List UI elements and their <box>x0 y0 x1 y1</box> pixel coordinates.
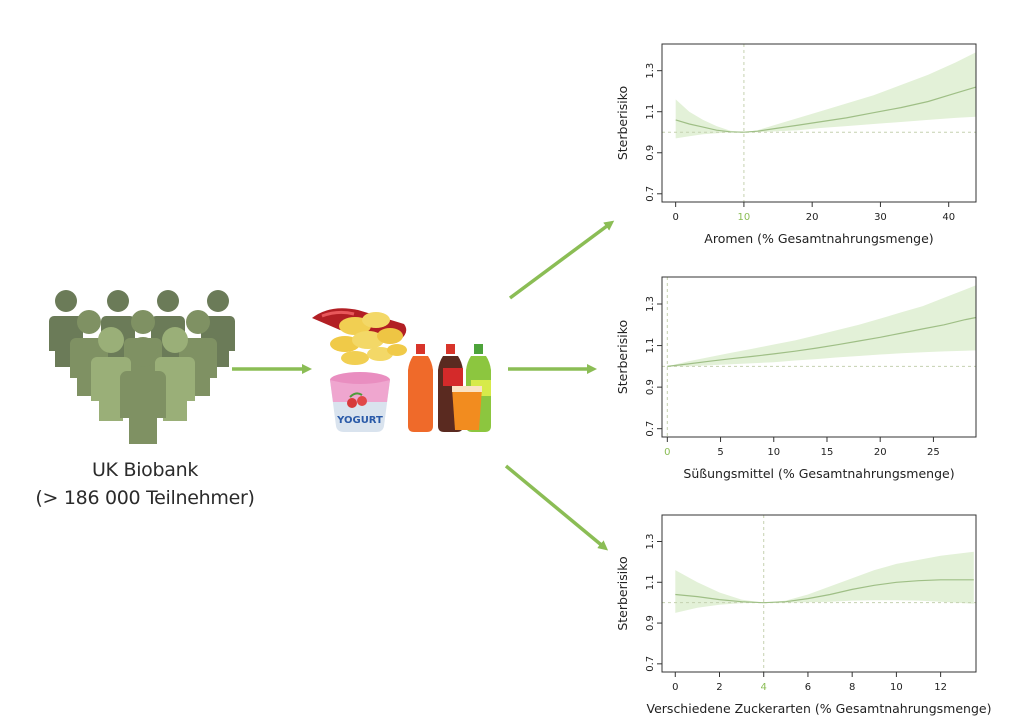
x-tick-label: 10 <box>890 682 903 693</box>
x-tick-label: 2 <box>716 682 722 693</box>
x-tick-label: 20 <box>874 447 887 458</box>
x-axis-label: Süßungsmittel (% Gesamtnahrungsmenge) <box>683 466 954 481</box>
arrow-to-chart-zucker <box>504 464 609 551</box>
y-tick-label: 1.1 <box>645 104 656 120</box>
x-tick-label: 12 <box>934 682 947 693</box>
x-tick-label: 6 <box>805 682 811 693</box>
x-tick-label: 10 <box>767 447 780 458</box>
y-tick-label: 0.9 <box>645 379 656 395</box>
y-tick-label: 1.1 <box>645 338 656 354</box>
person-icon <box>120 337 166 444</box>
cohort-name: UK Biobank <box>91 459 199 481</box>
yogurt-label: YOGURT <box>336 415 383 426</box>
hazard-curve <box>667 316 977 367</box>
confidence-band <box>675 551 974 613</box>
y-tick-label: 1.1 <box>645 574 656 590</box>
x-tick-label: 25 <box>927 447 940 458</box>
cohort-label: UK Biobank (> 186 000 Teilnehmer) <box>20 456 270 512</box>
x-tick-label: 15 <box>821 447 834 458</box>
cohort-size: (> 186 000 Teilnehmer) <box>35 487 255 509</box>
hazard-curve <box>675 579 974 604</box>
confidence-band <box>667 285 976 367</box>
plot-frame <box>661 514 977 673</box>
y-tick-label: 0.9 <box>645 615 656 631</box>
y-tick-label: 0.7 <box>645 186 656 202</box>
plot-frame <box>661 43 977 203</box>
yogurt-cup-icon: YOGURT <box>330 372 390 432</box>
x-tick-label: 20 <box>806 212 819 223</box>
x-tick-label: 4 <box>761 682 767 693</box>
y-axis-label: Sterberisiko <box>615 86 630 160</box>
arrow-to-chart-aromen <box>508 220 615 300</box>
x-tick-label: 10 <box>738 212 751 223</box>
x-tick-label: 0 <box>664 447 670 458</box>
chips-bag-icon <box>312 308 407 365</box>
y-tick-label: 0.7 <box>645 656 656 672</box>
y-tick-label: 1.3 <box>645 63 656 79</box>
y-axis-label: Sterberisiko <box>615 556 630 630</box>
y-axis-label: Sterberisiko <box>615 320 630 394</box>
x-tick-label: 40 <box>942 212 955 223</box>
y-tick-label: 0.9 <box>645 145 656 161</box>
juice-glass-icon <box>452 386 482 430</box>
y-tick-label: 1.3 <box>645 296 656 312</box>
x-axis-label: Verschiedene Zuckerarten (% Gesamtnahrun… <box>647 701 992 716</box>
x-tick-label: 30 <box>874 212 887 223</box>
cohort-crowd-illustration <box>49 290 235 444</box>
x-tick-label: 8 <box>849 682 855 693</box>
plot-frame <box>661 276 977 438</box>
confidence-band <box>675 52 976 139</box>
y-tick-label: 0.7 <box>645 421 656 437</box>
x-tick-label: 0 <box>672 212 678 223</box>
hazard-curve <box>675 86 977 133</box>
x-tick-label: 0 <box>672 682 678 693</box>
ultra-processed-foods-illustration: YOGURT <box>312 308 491 432</box>
x-axis-label: Aromen (% Gesamtnahrungsmenge) <box>704 231 933 246</box>
x-tick-label: 5 <box>717 447 723 458</box>
y-tick-label: 1.3 <box>645 534 656 550</box>
